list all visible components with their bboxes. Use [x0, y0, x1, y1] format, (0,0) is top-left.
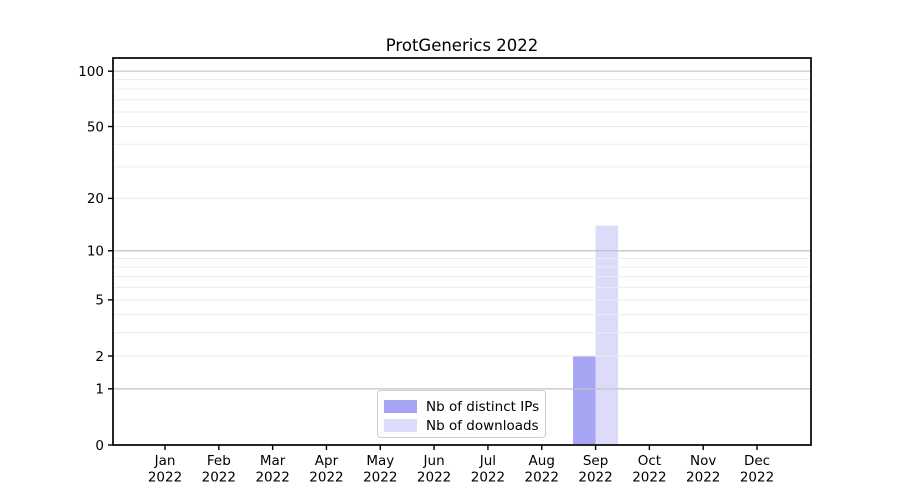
x-tick-label-month: Oct [638, 453, 661, 469]
x-tick-label-year: 2022 [255, 470, 289, 486]
x-tick-label-month: Apr [315, 453, 339, 469]
x-tick-label-year: 2022 [740, 470, 774, 486]
y-tick-label: 1 [95, 382, 104, 398]
legend-item-distinct-ips: Nb of distinct IPs [384, 397, 540, 416]
x-tick-label-month: May [366, 453, 394, 469]
legend-swatch-distinct-ips [384, 400, 417, 413]
x-tick-label-month: Sep [583, 453, 608, 469]
x-tick-label-month: Jul [479, 453, 496, 469]
legend-label-distinct-ips: Nb of distinct IPs [426, 398, 540, 415]
x-tick-label-month: Dec [744, 453, 770, 469]
x-tick-label-year: 2022 [148, 470, 182, 486]
y-tick-label: 100 [78, 64, 104, 80]
x-tick-label-year: 2022 [309, 470, 343, 486]
y-tick-label: 0 [95, 438, 104, 454]
legend-label-downloads: Nb of downloads [426, 417, 539, 434]
x-tick-label-month: Jun [423, 453, 445, 469]
x-tick-label-month: Nov [690, 453, 716, 469]
x-tick-label-month: Jan [154, 453, 176, 469]
x-tick-label-year: 2022 [525, 470, 559, 486]
x-tick-label-year: 2022 [202, 470, 236, 486]
y-tick-label: 2 [95, 349, 104, 365]
x-tick-label-year: 2022 [578, 470, 612, 486]
x-tick-label-month: Mar [260, 453, 286, 469]
legend: Nb of distinct IPs Nb of downloads [377, 390, 546, 438]
y-tick-label: 20 [87, 191, 104, 207]
legend-swatch-downloads [384, 419, 417, 432]
x-tick-label-year: 2022 [417, 470, 451, 486]
y-tick-label: 50 [87, 119, 104, 135]
x-tick-label-year: 2022 [363, 470, 397, 486]
bar-distinct-ips-sep [573, 356, 596, 444]
y-tick-label: 5 [95, 293, 104, 309]
legend-item-downloads: Nb of downloads [384, 416, 539, 435]
x-tick-label-month: Feb [207, 453, 231, 469]
x-tick-label-year: 2022 [632, 470, 666, 486]
chart-title: ProtGenerics 2022 [385, 36, 539, 55]
x-tick-label-month: Aug [529, 453, 555, 469]
x-tick-label-year: 2022 [471, 470, 505, 486]
y-tick-label: 10 [87, 244, 104, 260]
x-tick-label-year: 2022 [686, 470, 720, 486]
plot-border [112, 57, 812, 446]
